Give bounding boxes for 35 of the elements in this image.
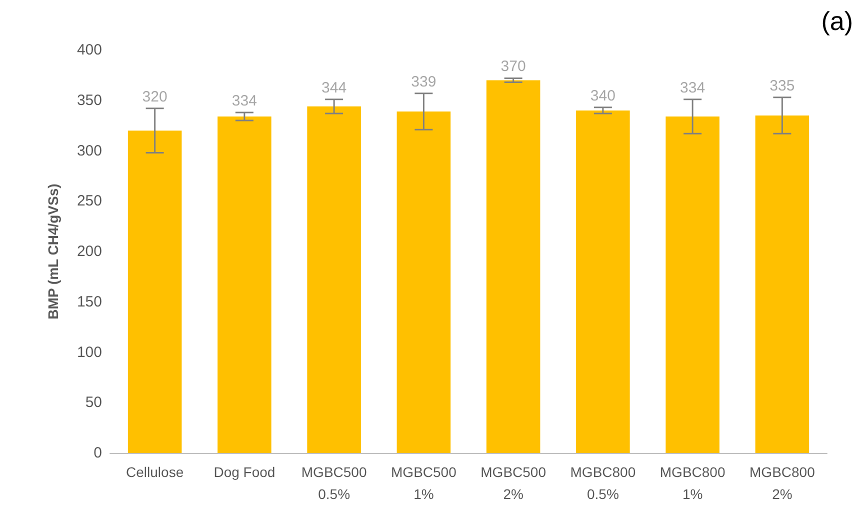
x-tick-label: MGBC500 2% [480, 464, 546, 502]
text: (a) [821, 6, 854, 36]
y-axis-title: BMP (mL CH4/gVSs) [45, 184, 61, 320]
x-tick-label: Cellulose [126, 464, 184, 480]
data-label: 334 [680, 79, 706, 96]
data-label: 344 [322, 79, 347, 96]
bar [666, 116, 720, 453]
data-label: 370 [500, 58, 526, 76]
data-label: 334 [232, 92, 257, 110]
y-tick-label: 250 [76, 192, 102, 210]
bar [576, 110, 630, 453]
data-label: 339 [411, 73, 436, 90]
data-label: 340 [590, 87, 616, 104]
data-label: 335 [770, 77, 795, 94]
y-tick-label: 150 [76, 293, 102, 310]
bar [396, 111, 451, 453]
y-tick-label: 0 [94, 444, 102, 462]
bar [218, 116, 272, 453]
x-tick-label: MGBC500 1% [391, 464, 457, 502]
y-tick-label: 50 [85, 394, 102, 412]
bar [128, 130, 182, 453]
y-tick-label: 400 [76, 42, 102, 58]
x-tick-label: MGBC800 0.5% [570, 464, 636, 502]
y-tick-label: 100 [76, 344, 102, 361]
bar [307, 106, 361, 453]
x-tick-label: MGBC500 0.5% [301, 464, 367, 502]
x-tick-label: Dog Food [214, 464, 276, 480]
y-tick-label: 200 [76, 243, 102, 260]
x-tick-label: MGBC800 1% [660, 464, 726, 502]
data-label: 320 [142, 88, 168, 106]
bar [486, 80, 540, 453]
x-tick-label: MGBC800 2% [750, 464, 816, 502]
bar [755, 115, 810, 453]
y-tick-label: 300 [76, 142, 102, 160]
y-tick-label: 350 [76, 92, 102, 109]
